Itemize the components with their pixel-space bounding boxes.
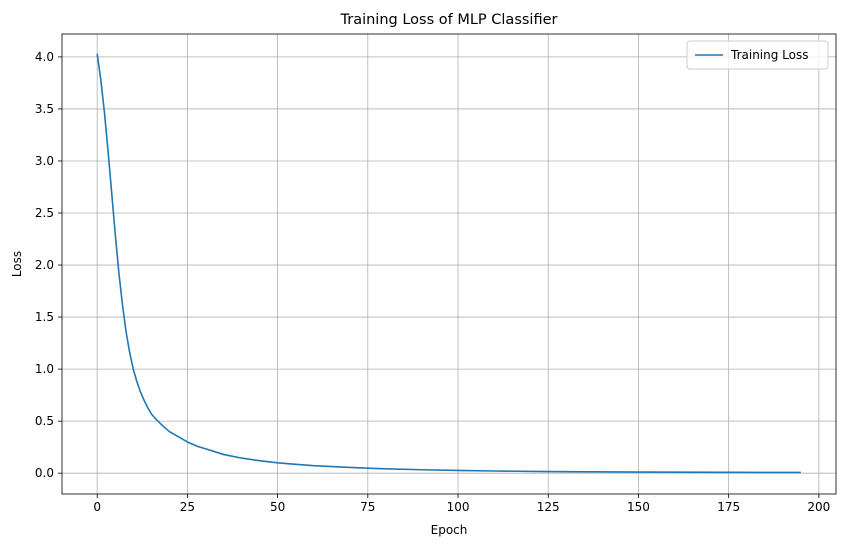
y-tick-label: 1.5	[35, 310, 54, 324]
x-tick-label: 50	[270, 500, 285, 514]
series-line	[96, 53, 801, 474]
plot-frame	[61, 33, 837, 495]
x-tick-label: 0	[93, 500, 101, 514]
y-tick-label: 3.0	[35, 154, 54, 168]
x-tick-label: 75	[360, 500, 375, 514]
y-tick-label: 0.0	[35, 466, 54, 480]
y-tick-label: 1.0	[35, 362, 54, 376]
y-axis-title: Loss	[10, 251, 24, 277]
x-axis-title: Epoch	[431, 523, 468, 537]
x-tick-label: 100	[447, 500, 470, 514]
axis-ticks: 0 25 50 75 100 125 150 175 200 0.0 0.5 1.0 1.5 2.0 2.5…	[35, 50, 830, 514]
y-tick-label: 4.0	[35, 50, 54, 64]
legend: Training Loss	[686, 40, 829, 70]
grid	[62, 34, 836, 494]
legend-box	[686, 40, 829, 70]
x-tick-label: 175	[717, 500, 740, 514]
y-tick-label: 3.5	[35, 102, 54, 116]
plot-lines	[96, 53, 801, 474]
x-tick-label: 125	[537, 500, 560, 514]
x-tick-label: 200	[807, 500, 830, 514]
legend-label: Training Loss	[730, 48, 808, 62]
y-tick-label: 2.0	[35, 258, 54, 272]
chart-title: Training Loss of MLP Classifier	[340, 12, 558, 28]
y-tick-label: 2.5	[35, 206, 54, 220]
x-tick-label: 25	[180, 500, 195, 514]
x-tick-label: 150	[627, 500, 650, 514]
y-tick-label: 0.5	[35, 414, 54, 428]
